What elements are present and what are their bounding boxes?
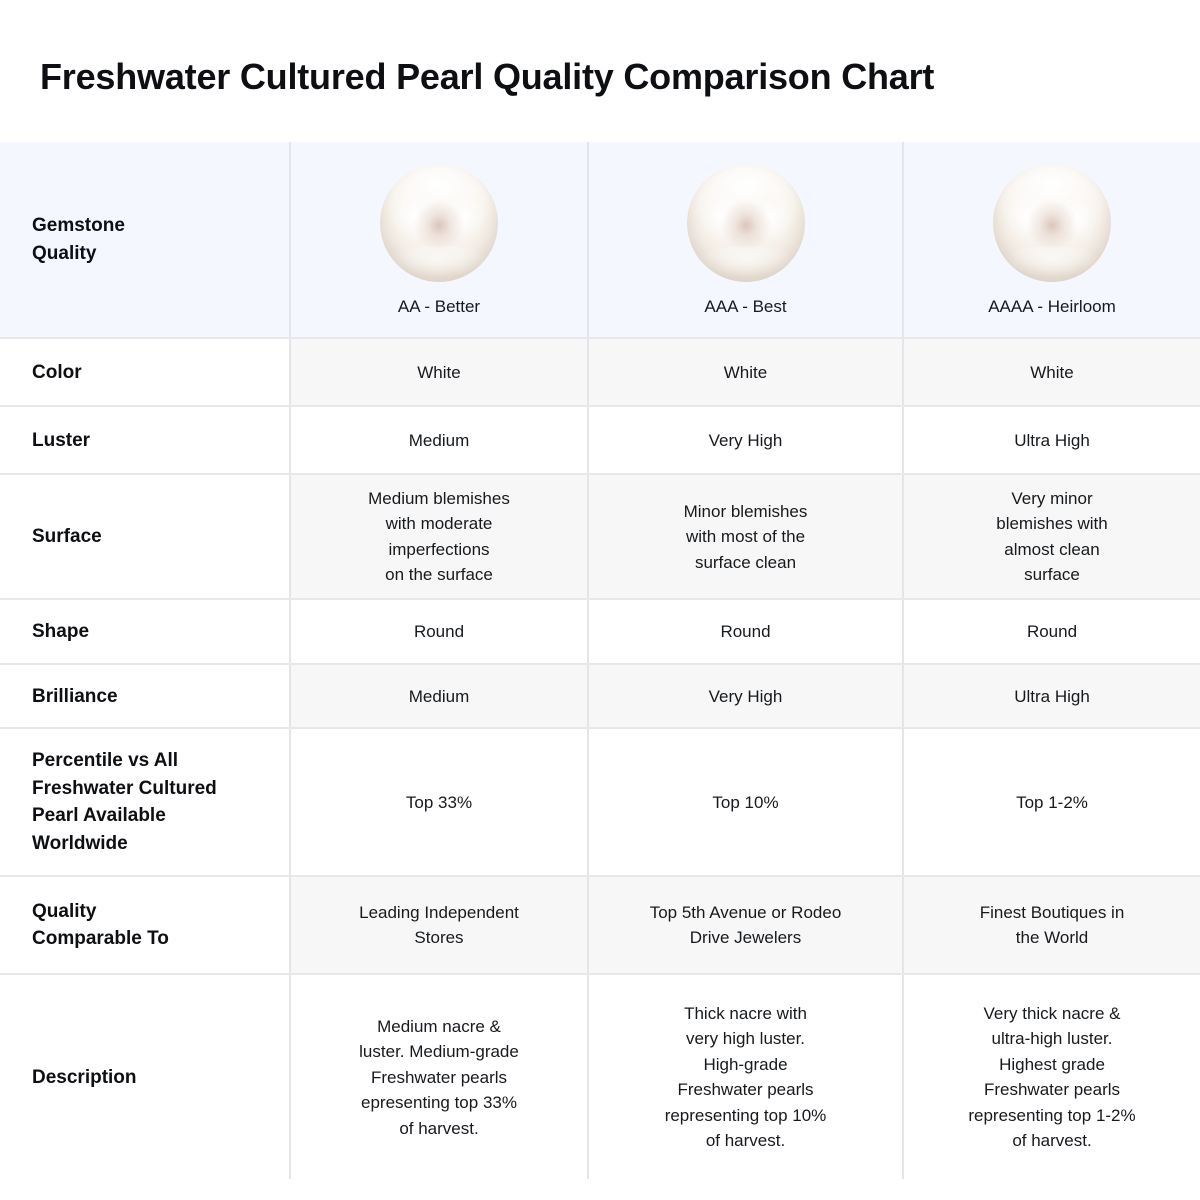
header-cell-aa: AA - Better bbox=[289, 142, 588, 340]
header-cell-aaa: AAA - Best bbox=[587, 142, 903, 340]
pearl-quality-comparison-table: Gemstone Quality AA - Better AAA - Best bbox=[0, 142, 1200, 1180]
row-label: Surface bbox=[0, 474, 290, 601]
row-label: Quality Comparable To bbox=[0, 876, 290, 976]
pearl-icon bbox=[686, 163, 805, 282]
row-label-text: Color bbox=[32, 361, 82, 383]
table-row: Color White White White bbox=[0, 338, 1200, 408]
cell-value: Very High bbox=[587, 406, 903, 476]
table-row: Luster Medium Very High Ultra High bbox=[0, 406, 1200, 476]
cell-value: Thick nacre with very high luster. High-… bbox=[587, 974, 903, 1180]
cell-value: Minor blemishes with most of the surface… bbox=[587, 474, 903, 601]
cell-value: Ultra High bbox=[902, 406, 1200, 476]
row-label-text: Luster bbox=[32, 429, 91, 451]
cell-value: Top 1-2% bbox=[902, 728, 1200, 878]
table-header-row: Gemstone Quality AA - Better AAA - Best bbox=[0, 142, 1200, 340]
page-title: Freshwater Cultured Pearl Quality Compar… bbox=[40, 56, 935, 97]
row-label-text: Brilliance bbox=[32, 685, 118, 707]
cell-value: Medium bbox=[289, 664, 588, 730]
cell-value: White bbox=[902, 338, 1200, 408]
table-row: Percentile vs All Freshwater Cultured Pe… bbox=[0, 728, 1200, 878]
pearl-icon bbox=[993, 163, 1111, 282]
cell-value: Top 10% bbox=[587, 728, 903, 878]
cell-value: Finest Boutiques in the World bbox=[902, 876, 1200, 976]
row-label: Brilliance bbox=[0, 664, 290, 730]
grade-label-aa: AA - Better bbox=[397, 296, 481, 316]
row-label: Description bbox=[0, 974, 290, 1179]
row-label-text: Percentile vs All Freshwater Cultured Pe… bbox=[32, 750, 217, 854]
table-row: Shape Round Round Round bbox=[0, 599, 1200, 666]
cell-value: Medium blemishes with moderate imperfect… bbox=[289, 474, 588, 601]
pearl-icon bbox=[380, 163, 498, 282]
cell-value: Round bbox=[902, 599, 1200, 666]
table-row: Surface Medium blemishes with moderate i… bbox=[0, 474, 1200, 601]
header-label-cell: Gemstone Quality bbox=[0, 142, 290, 340]
grade-label-aaaa: AAAA - Heirloom bbox=[988, 296, 1116, 316]
cell-value: Medium bbox=[289, 406, 588, 476]
cell-value: Ultra High bbox=[902, 664, 1200, 730]
cell-value: Top 5th Avenue or Rodeo Drive Jewelers bbox=[587, 876, 903, 976]
table-row: Quality Comparable To Leading Independen… bbox=[0, 876, 1200, 976]
table-row: Description Medium nacre & luster. Mediu… bbox=[0, 974, 1200, 1180]
row-label-text: Shape bbox=[32, 621, 90, 643]
cell-value: Round bbox=[587, 599, 903, 666]
cell-value: Leading Independent Stores bbox=[289, 876, 588, 976]
row-label: Shape bbox=[0, 599, 290, 666]
table-row: Brilliance Medium Very High Ultra High bbox=[0, 664, 1200, 730]
row-label: Color bbox=[0, 338, 290, 408]
cell-value: Round bbox=[289, 599, 588, 666]
row-label: Percentile vs All Freshwater Cultured Pe… bbox=[0, 728, 290, 878]
grade-label-aaa: AAA - Best bbox=[704, 296, 787, 316]
cell-value: Very minor blemishes with almost clean s… bbox=[902, 474, 1200, 601]
cell-value: Very thick nacre & ultra-high luster. Hi… bbox=[902, 974, 1200, 1180]
cell-value: White bbox=[587, 338, 903, 408]
gemstone-quality-label: Gemstone Quality bbox=[32, 215, 125, 264]
cell-value: Top 33% bbox=[289, 728, 588, 878]
cell-value: Medium nacre & luster. Medium-grade Fres… bbox=[289, 974, 588, 1180]
cell-value: White bbox=[289, 338, 588, 408]
row-label-text: Surface bbox=[32, 526, 102, 548]
row-label: Luster bbox=[0, 406, 290, 476]
cell-value: Very High bbox=[587, 664, 903, 730]
header-cell-aaaa: AAAA - Heirloom bbox=[902, 142, 1200, 340]
row-label-text: Quality Comparable To bbox=[32, 900, 169, 950]
row-label-text: Description bbox=[32, 1066, 137, 1088]
